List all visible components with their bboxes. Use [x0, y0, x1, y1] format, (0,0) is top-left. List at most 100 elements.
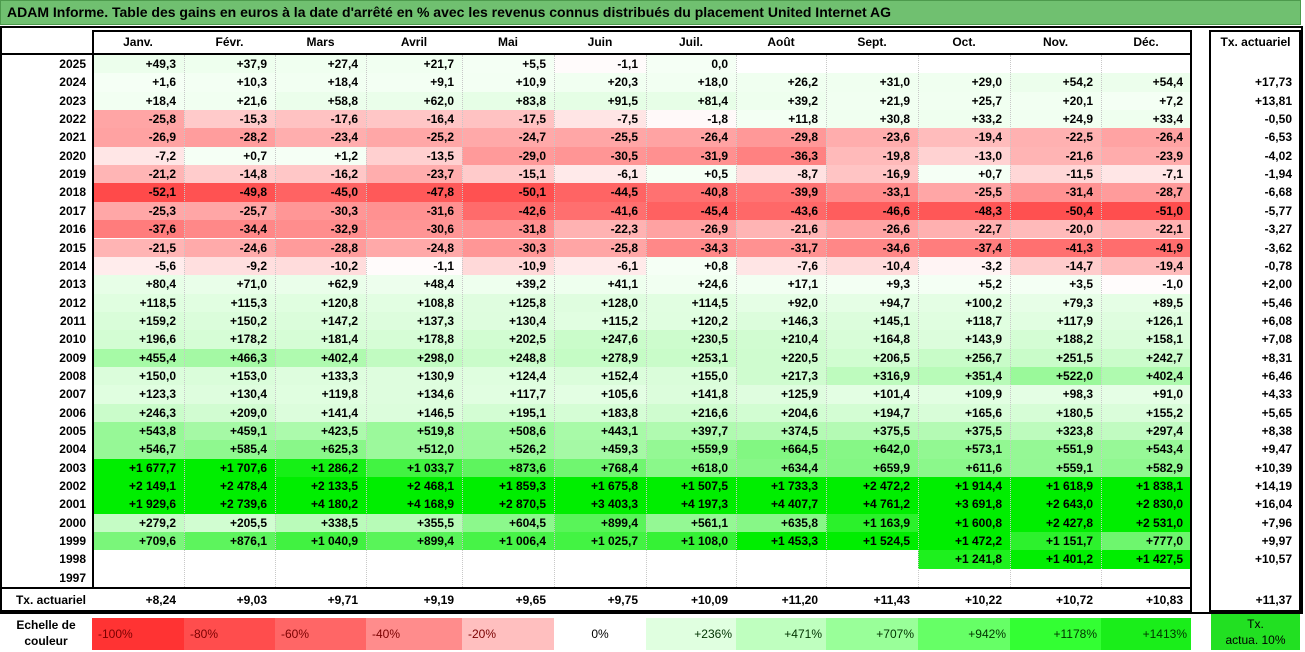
value-cell: -32,9 [275, 220, 366, 239]
value-cell: +4 197,3 [646, 495, 736, 514]
actuarial-cell: +7,96 [1261, 515, 1292, 530]
value-cell: -8,7 [736, 165, 826, 184]
value-cell: +91,0 [1101, 385, 1191, 404]
value-cell: +141,8 [646, 385, 736, 404]
value-cell: +17,1 [736, 275, 826, 294]
value-cell: +1 929,6 [92, 495, 184, 514]
value-cell: +355,5 [366, 513, 462, 533]
actuarial-cell: +4,33 [1261, 387, 1292, 402]
value-cell: +11,8 [736, 110, 826, 129]
value-cell: +709,6 [92, 532, 184, 551]
value-cell: -24,6 [184, 238, 275, 257]
value-cell: +62,9 [275, 275, 366, 294]
value-cell: -26,9 [646, 220, 736, 239]
value-cell: +24,6 [646, 275, 736, 294]
value-cell: +1 025,7 [554, 532, 646, 551]
value-cell: +543,4 [1101, 440, 1191, 459]
value-cell: -16,2 [275, 165, 366, 184]
year-label: 2019 [59, 167, 86, 182]
value-cell: +551,9 [1010, 440, 1101, 459]
value-cell [826, 568, 918, 588]
value-cell: +21,7 [366, 55, 462, 74]
month-header: Mai [497, 35, 518, 49]
value-cell: +145,1 [826, 311, 918, 331]
table-title: ADAM Informe. Table des gains en euros à… [0, 0, 1301, 25]
value-cell: +150,2 [184, 311, 275, 331]
value-cell: +109,9 [918, 385, 1010, 404]
column-gridline [1101, 55, 1102, 588]
actuarial-cell: +8,38 [1261, 424, 1292, 438]
value-cell: +80,4 [92, 275, 184, 294]
value-cell: +217,3 [736, 366, 826, 386]
value-cell: +120,2 [646, 311, 736, 331]
value-cell: -6,1 [554, 256, 646, 276]
color-scale-step: -40% [366, 618, 462, 650]
actuarial-cell: +6,46 [1261, 368, 1292, 383]
value-cell: -25,2 [366, 128, 462, 147]
value-cell: +1,2 [275, 146, 366, 166]
value-cell: +206,5 [826, 348, 918, 367]
value-cell: +0,7 [918, 165, 1010, 184]
value-cell: +81,4 [646, 91, 736, 111]
value-cell: -29,0 [462, 146, 554, 166]
value-cell: -48,3 [918, 201, 1010, 221]
year-label: 2010 [59, 332, 86, 347]
value-cell: +143,9 [918, 330, 1010, 349]
value-cell: -7,2 [92, 146, 184, 166]
value-cell [92, 568, 184, 588]
value-cell [554, 568, 646, 588]
value-cell: +9,3 [826, 275, 918, 294]
year-label: 1999 [59, 534, 86, 549]
footer-label: Tx. actuariel [15, 593, 86, 607]
value-cell: -30,3 [275, 201, 366, 221]
value-cell: +18,0 [646, 73, 736, 92]
value-cell: +642,0 [826, 440, 918, 459]
year-label: 1997 [59, 570, 86, 585]
value-cell: +253,1 [646, 348, 736, 367]
value-cell: +49,3 [92, 55, 184, 74]
value-cell: +91,5 [554, 91, 646, 111]
actuarial-cell: +9,97 [1261, 534, 1292, 549]
value-cell: -21,2 [92, 165, 184, 184]
value-cell [366, 568, 462, 588]
footer-cell: +10,83 [1145, 593, 1183, 607]
value-cell: +2 427,8 [1010, 513, 1101, 533]
footer-cell: +10,09 [690, 593, 728, 607]
value-cell: +18,4 [275, 73, 366, 92]
value-cell: +375,5 [826, 422, 918, 441]
value-cell: +278,9 [554, 348, 646, 367]
year-label: 2013 [59, 277, 86, 292]
value-cell: +2 830,0 [1101, 495, 1191, 514]
value-cell: -14,7 [1010, 256, 1101, 276]
actuarial-cell: +2,00 [1261, 277, 1292, 292]
value-cell: +508,6 [462, 422, 554, 441]
value-cell: +1 707,6 [184, 458, 275, 478]
value-cell: -26,9 [92, 128, 184, 147]
value-cell: -23,9 [1101, 146, 1191, 166]
value-cell: -31,8 [462, 220, 554, 239]
value-cell: -7,1 [1101, 165, 1191, 184]
value-cell: +316,9 [826, 366, 918, 386]
value-cell: +3 403,3 [554, 495, 646, 514]
value-cell: +279,2 [92, 513, 184, 533]
value-cell: +1 401,2 [1010, 550, 1101, 569]
year-label: 2025 [59, 57, 86, 71]
value-cell: +1 914,4 [918, 477, 1010, 496]
year-label: 2001 [59, 497, 86, 512]
value-cell: -31,9 [646, 146, 736, 166]
value-cell: -19,4 [918, 128, 1010, 147]
value-cell: +1 675,8 [554, 477, 646, 496]
value-cell: +561,1 [646, 513, 736, 533]
value-cell: +10,9 [462, 73, 554, 92]
value-cell: -37,6 [92, 220, 184, 239]
value-cell: -29,8 [736, 128, 826, 147]
footer-cell: +9,65 [515, 593, 546, 607]
actuarial-cell: +8,31 [1261, 350, 1292, 365]
value-cell: -46,6 [826, 201, 918, 221]
actuarial-cell: -5,77 [1264, 203, 1292, 218]
actuarial-cell: +13,81 [1254, 93, 1292, 108]
value-cell: -23,4 [275, 128, 366, 147]
value-cell: -31,4 [1010, 183, 1101, 202]
actuarial-cell: +7,08 [1261, 332, 1292, 347]
value-cell: +522,0 [1010, 366, 1101, 386]
